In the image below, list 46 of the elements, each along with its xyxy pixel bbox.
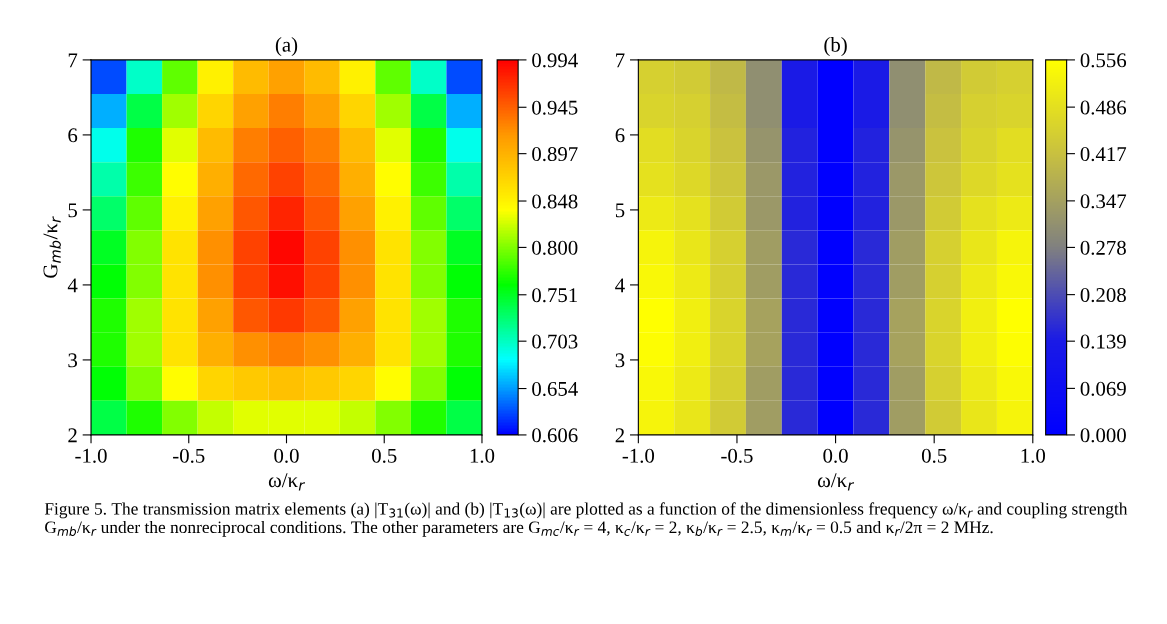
color-bar-label: 0.208 bbox=[1080, 288, 1126, 303]
x-tick-label: -1.0 bbox=[622, 448, 655, 463]
y-tick-label: 2 bbox=[68, 428, 77, 443]
x-tick-label: -0.5 bbox=[173, 448, 205, 463]
y-tick-label: 4 bbox=[67, 278, 78, 293]
x-tick-label: 0.5 bbox=[921, 448, 947, 463]
color-bar-label: 0.417 bbox=[1080, 147, 1127, 162]
y-tick-label: 3 bbox=[68, 353, 78, 368]
y-tick-label: 5 bbox=[615, 203, 625, 218]
chart-title: (b) bbox=[824, 37, 847, 57]
y-tick-label: 3 bbox=[615, 353, 625, 368]
x-tick-label: -0.5 bbox=[721, 448, 753, 463]
y-axis-title: G$_{mb}$/κ$_{r}$ bbox=[43, 216, 61, 278]
y-tick-label: 7 bbox=[616, 53, 625, 68]
x-tick-label: -1.0 bbox=[75, 448, 107, 463]
color-bar-label: 0.000 bbox=[1080, 428, 1126, 443]
color-bar-label: 0.486 bbox=[1080, 100, 1127, 115]
color-bar-label: 0.800 bbox=[532, 240, 578, 255]
color-bar-label: 0.848 bbox=[532, 194, 578, 209]
x-tick-label: 1.0 bbox=[470, 448, 495, 463]
chart-title: (a) bbox=[275, 37, 298, 57]
y-tick-label: 4 bbox=[615, 278, 625, 293]
color-bar-label: 0.556 bbox=[1080, 53, 1127, 68]
x-tick-label: 0.0 bbox=[823, 448, 848, 463]
x-axis-title: ω/κ$_{r}$ bbox=[268, 473, 306, 491]
color-bar-label: 0.994 bbox=[532, 53, 578, 68]
color-bar-label: 0.897 bbox=[532, 147, 578, 162]
color-bar-label: 0.654 bbox=[532, 381, 578, 397]
x-tick-label: 0.0 bbox=[274, 448, 299, 463]
color-bar-label: 0.139 bbox=[1080, 334, 1126, 349]
y-tick-label: 7 bbox=[68, 53, 78, 68]
y-tick-label: 6 bbox=[615, 128, 625, 143]
color-bar-label: 0.606 bbox=[532, 428, 578, 443]
color-bar-label: 0.278 bbox=[1080, 240, 1126, 255]
x-axis-title: ω/κ$_{r}$ bbox=[817, 473, 855, 491]
y-tick-label: 6 bbox=[68, 128, 78, 143]
color-bar-label: 0.945 bbox=[532, 100, 578, 115]
x-tick-label: 1.0 bbox=[1021, 448, 1046, 463]
y-tick-label: 5 bbox=[68, 203, 78, 218]
color-bar-label: 0.069 bbox=[1080, 381, 1126, 396]
text: Figure 5. The transmission matrix elements (a) |T$_{31}$(ω)| and (b) |T$_{13}$(ω)| are plotted as a function of the dimensionless frequency ω/κ$_{r}$ and coupling strength G$_{mb}$/κ$_{r}$ under the nonreciprocal conditions. The other parameters are G$_{mc}$/κ$_{r}$ = 4, κ$_{c}$/κ$_{r}$ = 2, κ$_{b}$/κ$_{r}$ = 2.5, κ$_{m}$/κ$_{r}$ = 0.5 and κ$_{r}$/2π = 2 MHz. bbox=[44, 502, 1128, 537]
x-tick-label: 0.5 bbox=[372, 448, 397, 463]
color-bar-label: 0.347 bbox=[1080, 194, 1127, 209]
color-bar-label: 0.751 bbox=[532, 288, 577, 303]
y-tick-label: 2 bbox=[615, 428, 625, 443]
color-bar-label: 0.703 bbox=[532, 334, 578, 349]
